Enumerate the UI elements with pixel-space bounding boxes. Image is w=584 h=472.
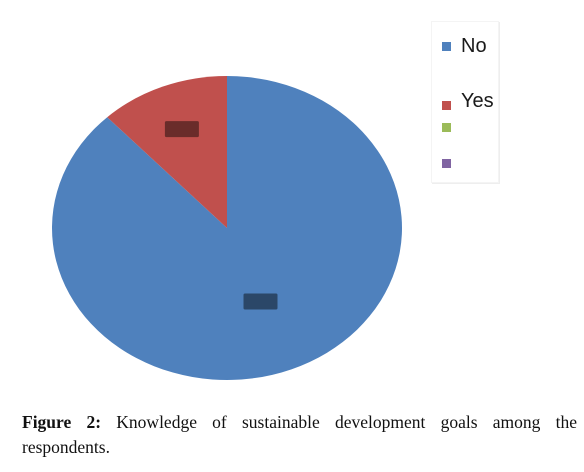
legend-item-4 <box>442 152 502 174</box>
legend-swatch-no <box>442 42 451 51</box>
pie-slices <box>51 76 402 380</box>
legend-item-yes: Yes <box>442 86 502 112</box>
pie-chart <box>51 76 402 380</box>
chart-legend: No Yes <box>432 22 498 182</box>
pie-slice-yes <box>107 76 227 228</box>
legend-label-no: No <box>461 35 487 57</box>
pie-data-labels <box>164 121 278 310</box>
legend-swatch-yes <box>442 101 451 110</box>
legend-swatch-4 <box>442 159 451 168</box>
legend-item-3 <box>442 116 502 138</box>
figure-caption: Figure 2: Knowledge of sustainable devel… <box>22 410 577 460</box>
data-label-obscured-yes <box>164 121 199 138</box>
legend-swatch-3 <box>442 123 451 132</box>
legend-item-no: No <box>442 35 502 57</box>
legend-label-yes: Yes <box>461 90 494 112</box>
figure-label: Figure 2: <box>22 412 102 432</box>
figure-caption-text: Knowledge of sustainable development goa… <box>22 412 577 457</box>
data-label-obscured-no <box>243 293 278 310</box>
pie-slice-no <box>51 76 402 380</box>
